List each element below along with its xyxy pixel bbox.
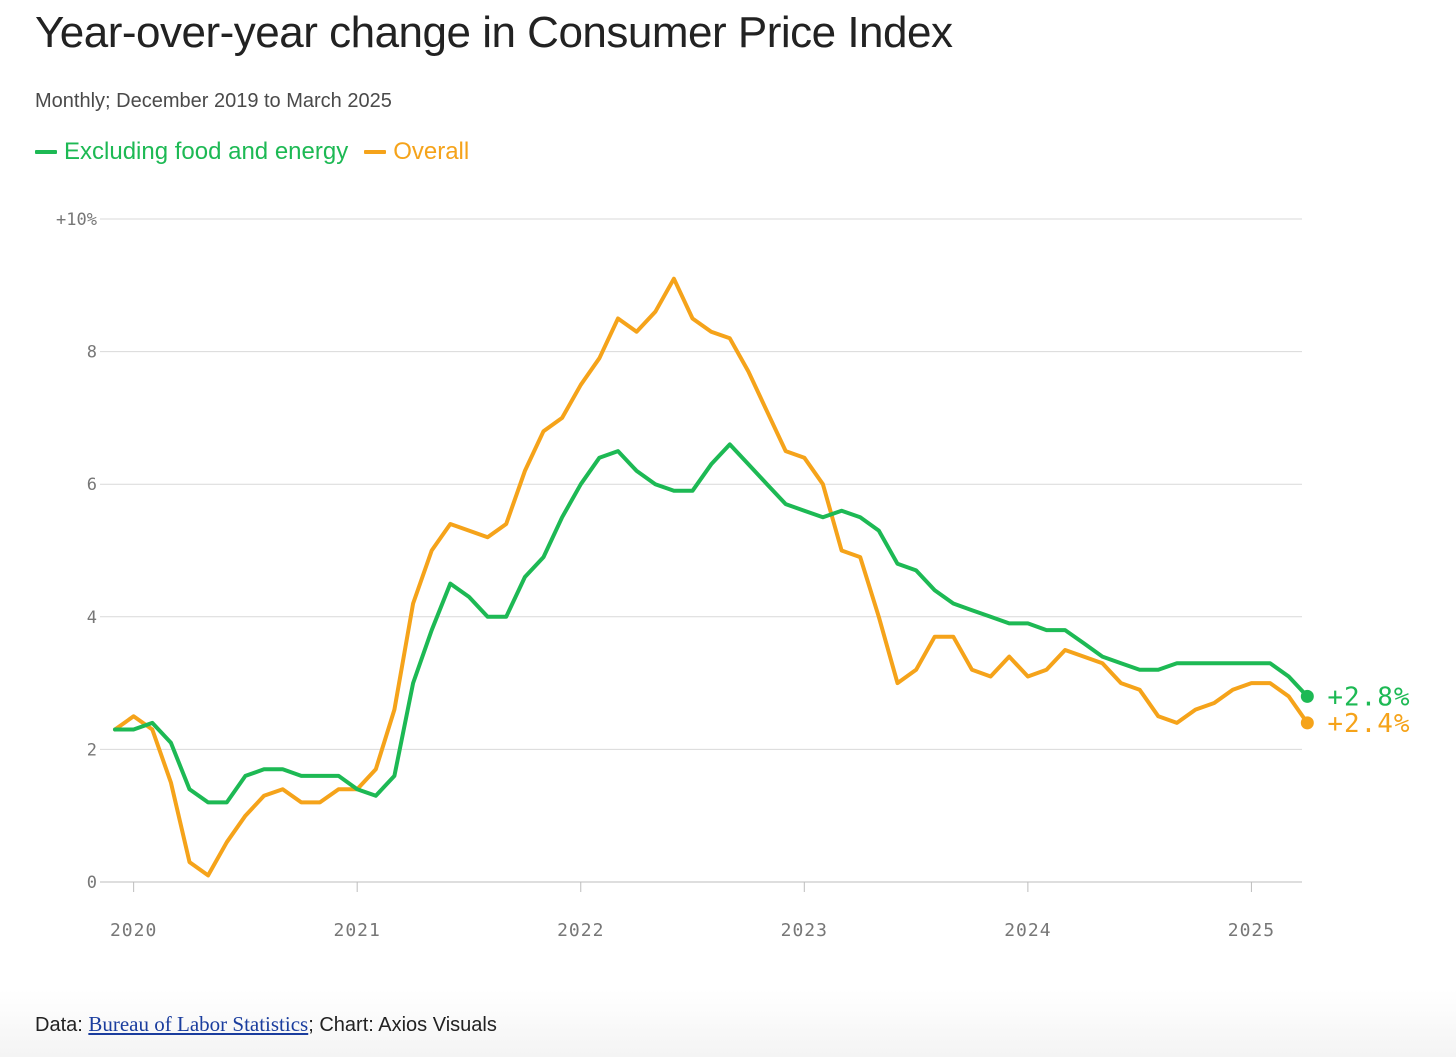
chart-legend: Excluding food and energy Overall	[35, 138, 485, 166]
end-label-core: +2.8%	[1327, 682, 1410, 712]
legend-item-overall: Overall	[364, 138, 469, 166]
grid-lines	[100, 218, 1302, 883]
x-tick-label: 2023	[781, 920, 828, 941]
legend-swatch-overall	[364, 150, 387, 154]
x-tick-label: 2021	[334, 920, 381, 941]
end-marker-overall	[1300, 716, 1314, 730]
chart-subtitle: Monthly; December 2019 to March 2025	[35, 90, 392, 112]
end-label-overall: +2.4%	[1327, 709, 1410, 739]
x-tick-label: 2024	[1004, 920, 1051, 941]
end-marker-core	[1300, 689, 1314, 703]
y-tick-label: 0	[87, 873, 97, 893]
x-tick-label: 2022	[557, 920, 604, 941]
source-credit: Data: Bureau of Labor Statistics; Chart:…	[35, 1012, 497, 1037]
legend-item-core: Excluding food and energy	[35, 138, 348, 166]
source-prefix: Data:	[35, 1014, 89, 1036]
series-lines	[113, 276, 1310, 878]
footer-bar	[0, 990, 1456, 1057]
chart-title: Year-over-year change in Consumer Price …	[35, 8, 953, 57]
end-markers: +2.8%+2.4%	[1300, 682, 1410, 739]
y-tick-label: 4	[87, 608, 97, 628]
source-link[interactable]: Bureau of Labor Statistics	[88, 1012, 309, 1036]
x-tick-label: 2025	[1228, 920, 1275, 941]
series-line-overall	[113, 276, 1310, 878]
y-tick-label: 8	[87, 343, 97, 363]
y-tick-label: 6	[87, 475, 97, 495]
legend-label-overall: Overall	[393, 138, 470, 165]
source-suffix: ; Chart: Axios Visuals	[308, 1014, 497, 1036]
series-line-core	[113, 442, 1310, 805]
y-tick-label: 2	[87, 740, 97, 760]
legend-swatch-core	[35, 150, 57, 154]
legend-label-core: Excluding food and energy	[64, 138, 349, 165]
x-tick-label: 2020	[110, 920, 157, 941]
y-tick-label: +10%	[56, 210, 97, 230]
